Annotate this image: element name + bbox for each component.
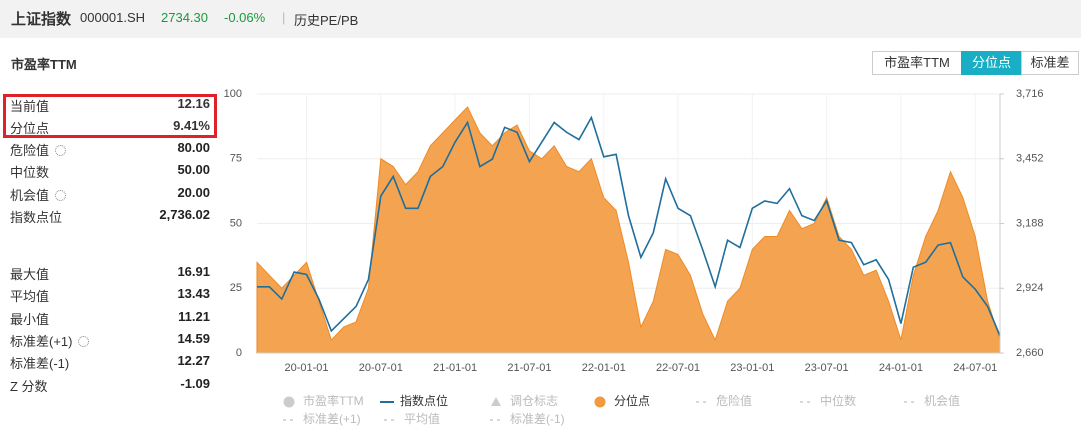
header: 上证指数 000001.SH 2734.30 -0.06% | 历史PE/PB — [0, 0, 1081, 38]
stat-label: 当前值 — [10, 99, 50, 114]
y-tick-label: 50 — [230, 217, 242, 229]
price: 2734.30 — [161, 10, 208, 25]
stat-row: Z 分数 -1.09 — [10, 376, 210, 396]
stat-value: 11.21 — [178, 308, 210, 324]
index-code: 000001.SH — [80, 10, 146, 25]
change: -0.06% — [224, 10, 266, 25]
stat-row: 标准差(+1) 14.59 — [10, 331, 210, 351]
legend-label[interactable]: 调仓标志 — [510, 394, 558, 408]
stat-value: 50.00 — [177, 162, 210, 178]
stat-row: 平均值 13.43 — [10, 286, 210, 306]
x-tick-label: 21-01-01 — [433, 362, 477, 374]
stat-row: 最大值 16.91 — [10, 264, 210, 284]
stat-value: 2,736.02 — [159, 206, 210, 222]
stat-value: 14.59 — [177, 330, 210, 346]
y-tick-label: 0 — [236, 347, 242, 359]
y2-tick-label: 3,716 — [1016, 88, 1044, 100]
x-tick-label: 24-07-01 — [953, 362, 997, 374]
x-tick-label: 24-01-01 — [879, 362, 923, 374]
legend-marker — [491, 397, 501, 406]
panel-label: 市盈率TTM — [11, 57, 77, 72]
stat-row: 指数点位 2,736.02 — [10, 207, 210, 227]
stat-row: 分位点 9.41% — [10, 118, 210, 138]
gear-icon[interactable] — [78, 335, 90, 347]
line — [257, 115, 1001, 337]
stat-value: 12.27 — [177, 353, 210, 369]
stat-value: 12.16 — [177, 96, 210, 111]
stat-row: 中位数 50.00 — [10, 162, 210, 182]
x-tick-label: 20-07-01 — [359, 362, 403, 374]
stat-row: 当前值 12.16 — [10, 96, 210, 116]
stat-value: 20.00 — [177, 184, 210, 200]
y2-tick-label: 3,188 — [1016, 217, 1044, 229]
legend-label[interactable]: 平均值 — [404, 411, 440, 426]
legend-marker — [283, 396, 295, 408]
y-tick-label: 100 — [224, 88, 242, 100]
stat-value: -1.09 — [180, 375, 210, 391]
y2-tick-label: 2,660 — [1016, 347, 1044, 359]
gear-icon[interactable] — [55, 145, 67, 156]
tab[interactable]: 历史PE/PB — [294, 13, 359, 28]
y-tick-label: 25 — [230, 282, 242, 294]
highlight-box — [3, 94, 217, 138]
legend-label[interactable]: 标准差(+1) — [303, 412, 361, 426]
x-tick-label: 20-01-01 — [285, 362, 329, 374]
stat-row: 机会值 20.00 — [10, 185, 210, 205]
area — [256, 106, 1001, 354]
stat-row: 最小值 11.21 — [10, 309, 210, 329]
index-title: 上证指数 — [11, 11, 72, 28]
toggle-button[interactable]: 标准差 — [1021, 51, 1079, 75]
stat-label: 危险值 — [10, 140, 67, 159]
gear-icon[interactable] — [55, 189, 67, 201]
stat-label: 分位点 — [10, 121, 50, 137]
stat-value: 9.41% — [173, 118, 210, 134]
x-tick-label: 22-07-01 — [656, 362, 700, 374]
stat-value: 80.00 — [177, 140, 210, 155]
y2-tick-label: 3,452 — [1016, 153, 1044, 165]
x-tick-label: 22-01-01 — [582, 362, 626, 374]
stat-value: 13.43 — [177, 286, 210, 302]
stat-label: 平均值 — [10, 289, 50, 305]
stat-label: 标准差(+1) — [10, 331, 90, 350]
legend-label[interactable]: 危险值 — [716, 393, 752, 408]
stat-value: 16.91 — [177, 264, 210, 279]
legend-label[interactable]: 标准差(-1) — [510, 412, 565, 426]
x-tick-label: 23-01-01 — [730, 362, 774, 374]
stat-label: 最大值 — [10, 267, 50, 282]
legend-label[interactable]: 分位点 — [614, 393, 650, 408]
toggle-button[interactable]: 市盈率TTM — [872, 51, 962, 75]
legend-label[interactable]: 市盈率TTM — [303, 393, 364, 408]
divider: | — [282, 10, 286, 25]
legend-label[interactable]: 中位数 — [820, 393, 856, 408]
x-tick-label: 23-07-01 — [805, 362, 849, 374]
legend-marker — [594, 396, 606, 408]
stat-label: 标准差(-1) — [10, 356, 70, 372]
stat-row: 标准差(-1) 12.27 — [10, 353, 210, 373]
stat-label: 指数点位 — [10, 209, 63, 225]
legend-label[interactable]: 指数点位 — [400, 393, 448, 408]
stat-label: 机会值 — [10, 185, 67, 204]
legend-label[interactable]: 机会值 — [924, 393, 960, 408]
x-tick-label: 21-07-01 — [507, 362, 551, 374]
stat-label: 中位数 — [10, 165, 50, 181]
stat-row: 危险值 80.00 — [10, 140, 210, 160]
stat-label: Z 分数 — [10, 378, 48, 394]
y-tick-label: 75 — [230, 153, 242, 165]
y2-tick-label: 2,924 — [1016, 282, 1044, 294]
stat-label: 最小值 — [10, 311, 50, 327]
